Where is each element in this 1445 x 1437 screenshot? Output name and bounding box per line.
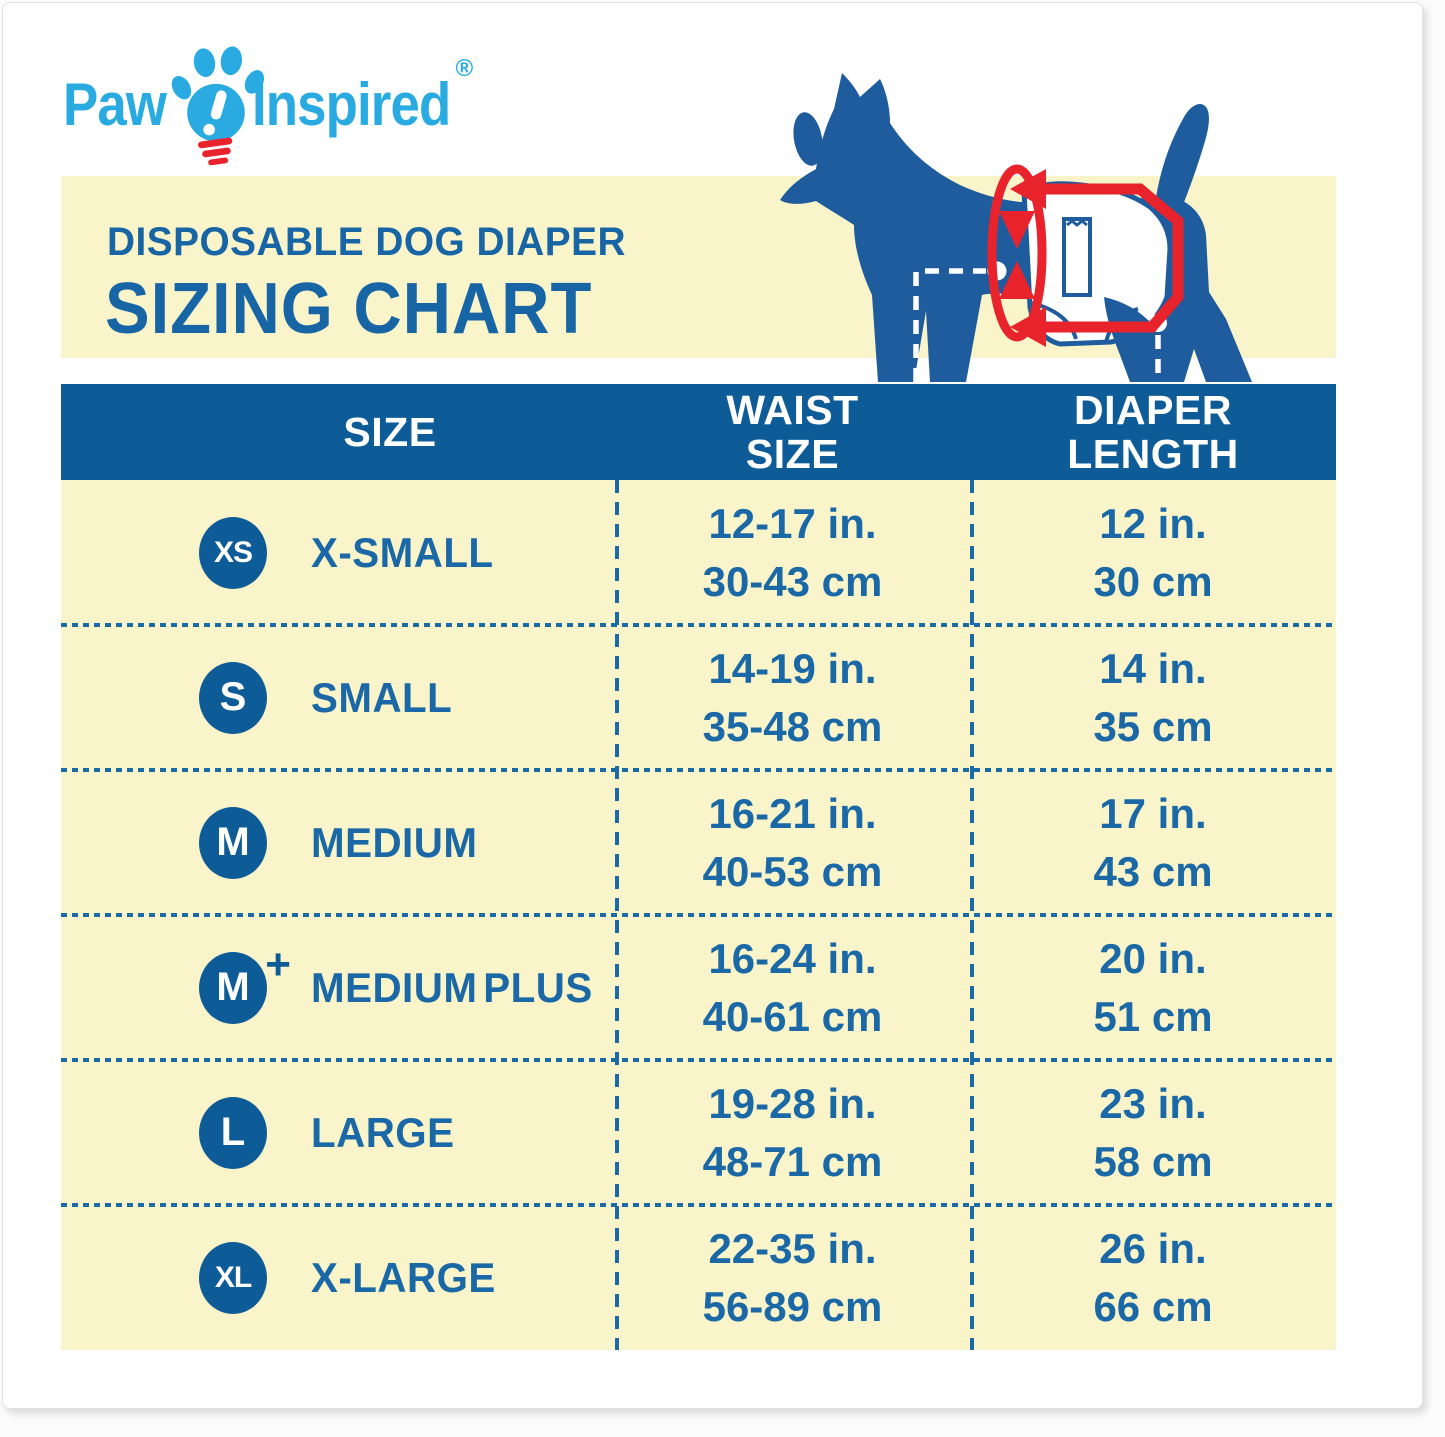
table-row-small: S SMALL 14-19 in. 35-48 cm 14 in. 35 cm — [61, 625, 1336, 770]
dog-measurement-illustration — [780, 73, 1252, 382]
table-row-xlarge: XL X-LARGE 22-35 in. 56-89 cm 26 in. 66 … — [61, 1205, 1336, 1350]
row-divider — [61, 913, 1336, 917]
table-header-row: SIZE WAIST SIZE DIAPER LENGTH — [61, 384, 1336, 480]
waist-cm: 35-48 cm — [702, 702, 883, 750]
waist-inches: 16-24 in. — [708, 934, 877, 982]
row-divider — [61, 623, 1336, 627]
row-divider — [61, 1058, 1336, 1062]
waist-cm: 48-71 cm — [702, 1137, 883, 1185]
waist-inches: 19-28 in. — [708, 1079, 877, 1127]
length-cm: 43 cm — [1093, 847, 1213, 895]
column-header-diaper-length: DIAPER LENGTH — [1067, 386, 1239, 477]
sizing-chart-card: Paw Inspired ® DISPOSABLE DOG DIAPER — [2, 2, 1423, 1409]
length-inches: 14 in. — [1099, 644, 1207, 692]
row-divider — [61, 768, 1336, 772]
table-row-medium-plus: M + MEDIUM PLUS 16-24 in. 40-61 cm 20 in.… — [61, 915, 1336, 1060]
length-cm: 51 cm — [1093, 992, 1213, 1040]
column-header-waist-size: WAIST SIZE — [726, 386, 859, 477]
brand-name-paw: Paw — [63, 70, 167, 138]
brand-logo: Paw Inspired ® — [63, 41, 473, 167]
length-inches: 17 in. — [1099, 789, 1207, 837]
table-row-large: L LARGE 19-28 in. 48-71 cm 23 in. 58 cm — [61, 1060, 1336, 1205]
length-inches: 23 in. — [1099, 1079, 1207, 1127]
size-label: SMALL — [311, 673, 453, 721]
waist-measure-arrow-icon — [987, 164, 1047, 342]
waist-cm: 40-61 cm — [702, 992, 883, 1040]
column-header-size: SIZE — [343, 408, 437, 455]
length-cm: 58 cm — [1093, 1137, 1213, 1185]
table-row-medium: M MEDIUM 16-21 in. 40-53 cm 17 in. 43 cm — [61, 770, 1336, 915]
waist-cm: 30-43 cm — [702, 557, 883, 605]
waist-cm: 40-53 cm — [702, 847, 883, 895]
length-inches: 12 in. — [1099, 499, 1207, 547]
plus-sign: + — [265, 939, 291, 989]
size-label: LARGE — [311, 1108, 455, 1156]
paw-lightbulb-icon — [171, 46, 265, 166]
size-badge-l: L — [199, 1096, 267, 1169]
size-badge-xs: XS — [199, 516, 267, 589]
length-inches: 26 in. — [1099, 1224, 1207, 1272]
size-badge-m: M — [199, 806, 267, 879]
registered-trademark: ® — [455, 55, 474, 82]
row-divider — [61, 1203, 1336, 1207]
size-badge-m-plus: M + — [199, 940, 291, 1024]
waist-inches: 16-21 in. — [708, 789, 877, 837]
waist-cm: 56-89 cm — [702, 1282, 883, 1330]
waist-inches: 12-17 in. — [708, 499, 877, 547]
diaper-tape — [1062, 217, 1092, 297]
title-line2: SIZING CHART — [105, 269, 593, 349]
size-label: MEDIUM PLUS — [311, 963, 593, 1011]
table-row-xsmall: XS X-SMALL 12-17 in. 30-43 cm 12 in. 30 … — [61, 480, 1336, 625]
size-label: X-LARGE — [311, 1253, 496, 1301]
diaper-length-arrow-icon — [1010, 169, 1184, 347]
length-cm: 35 cm — [1093, 702, 1213, 750]
size-badge-xl: XL — [199, 1241, 267, 1314]
length-inches: 20 in. — [1099, 934, 1207, 982]
title-line1: DISPOSABLE DOG DIAPER — [107, 220, 626, 264]
waist-inches: 22-35 in. — [708, 1224, 877, 1272]
dog-hind-leg — [1104, 297, 1172, 382]
size-badge-s: S — [199, 661, 267, 734]
length-cm: 30 cm — [1093, 557, 1213, 605]
brand-name-inspired: Inspired — [252, 70, 451, 138]
length-cm: 66 cm — [1093, 1282, 1213, 1330]
size-label: MEDIUM — [311, 818, 478, 866]
waist-inches: 14-19 in. — [708, 644, 877, 692]
size-label: X-SMALL — [311, 528, 494, 576]
measure-guide-lines — [913, 268, 1161, 382]
